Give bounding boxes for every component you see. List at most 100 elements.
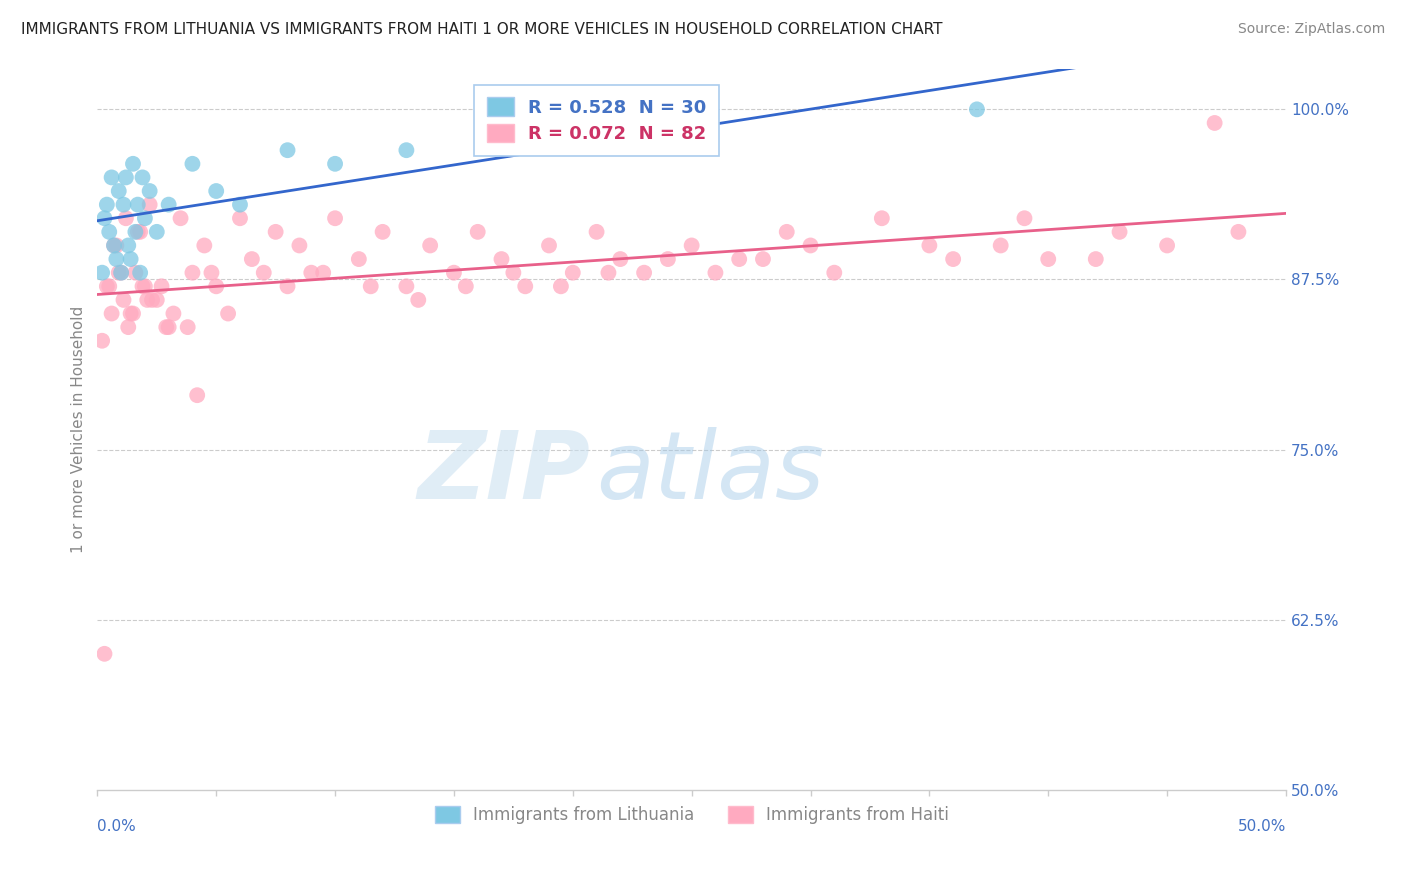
Point [633, 266, 655, 280]
Point [395, 279, 418, 293]
Point [205, 279, 228, 293]
Point [138, 184, 160, 198]
Point [253, 266, 276, 280]
Point [157, 197, 180, 211]
Point [107, 266, 129, 280]
Point [264, 225, 287, 239]
Point [193, 238, 215, 252]
Text: 0.0%: 0.0% [97, 819, 136, 834]
Point [990, 238, 1012, 252]
Point [502, 266, 524, 280]
Point [515, 279, 537, 293]
Point [176, 320, 198, 334]
Point [1204, 116, 1226, 130]
Point [312, 266, 335, 280]
Point [122, 306, 145, 320]
Point [609, 252, 631, 266]
Point [443, 266, 465, 280]
Point [728, 252, 751, 266]
Point [550, 279, 572, 293]
Point [91, 334, 114, 348]
Point [120, 306, 142, 320]
Point [323, 211, 346, 226]
Point [112, 197, 135, 211]
Text: Source: ZipAtlas.com: Source: ZipAtlas.com [1237, 22, 1385, 37]
Point [131, 279, 153, 293]
Point [115, 170, 138, 185]
Point [585, 225, 607, 239]
Point [134, 279, 156, 293]
Point [537, 238, 560, 252]
Point [91, 266, 114, 280]
Point [93, 211, 115, 226]
Point [129, 225, 152, 239]
Point [288, 238, 311, 252]
Point [1038, 252, 1060, 266]
Point [776, 225, 799, 239]
Point [1014, 211, 1036, 226]
Point [117, 320, 139, 334]
Point [93, 647, 115, 661]
Point [205, 184, 228, 198]
Point [240, 252, 263, 266]
Point [96, 197, 118, 211]
Point [186, 388, 208, 402]
Point [681, 238, 703, 252]
Point [134, 211, 156, 226]
Point [371, 225, 394, 239]
Point [870, 211, 893, 226]
Point [200, 266, 222, 280]
Point [1156, 238, 1178, 252]
Point [229, 197, 252, 211]
Point [124, 225, 146, 239]
Point [105, 252, 128, 266]
Point [100, 170, 122, 185]
Point [918, 238, 941, 252]
Point [299, 266, 322, 280]
Point [129, 266, 152, 280]
Point [360, 279, 382, 293]
Point [561, 266, 583, 280]
Point [150, 279, 173, 293]
Point [122, 157, 145, 171]
Point [704, 266, 727, 280]
Point [127, 197, 149, 211]
Point [1108, 225, 1130, 239]
Point [277, 279, 299, 293]
Point [103, 238, 125, 252]
Point [146, 225, 169, 239]
Point [100, 306, 122, 320]
Point [395, 143, 418, 157]
Point [347, 252, 370, 266]
Point [162, 306, 184, 320]
Y-axis label: 1 or more Vehicles in Household: 1 or more Vehicles in Household [72, 306, 86, 553]
Point [657, 252, 679, 266]
Point [105, 238, 128, 252]
Point [491, 252, 513, 266]
Text: IMMIGRANTS FROM LITHUANIA VS IMMIGRANTS FROM HAITI 1 OR MORE VEHICLES IN HOUSEHO: IMMIGRANTS FROM LITHUANIA VS IMMIGRANTS … [21, 22, 942, 37]
Point [157, 320, 180, 334]
Text: ZIP: ZIP [418, 426, 591, 518]
Point [146, 293, 169, 307]
Point [110, 266, 132, 280]
Point [103, 238, 125, 252]
Point [323, 157, 346, 171]
Point [112, 293, 135, 307]
Point [752, 252, 775, 266]
Legend: Immigrants from Lithuania, Immigrants from Haiti: Immigrants from Lithuania, Immigrants fr… [426, 797, 957, 832]
Text: atlas: atlas [596, 427, 825, 518]
Point [169, 211, 191, 226]
Point [115, 211, 138, 226]
Point [181, 266, 204, 280]
Point [141, 293, 163, 307]
Point [1084, 252, 1107, 266]
Point [598, 266, 620, 280]
Point [454, 279, 477, 293]
Point [609, 129, 631, 144]
Text: 50.0%: 50.0% [1237, 819, 1286, 834]
Point [181, 157, 204, 171]
Point [823, 266, 845, 280]
Point [229, 211, 252, 226]
Point [467, 225, 489, 239]
Point [96, 279, 118, 293]
